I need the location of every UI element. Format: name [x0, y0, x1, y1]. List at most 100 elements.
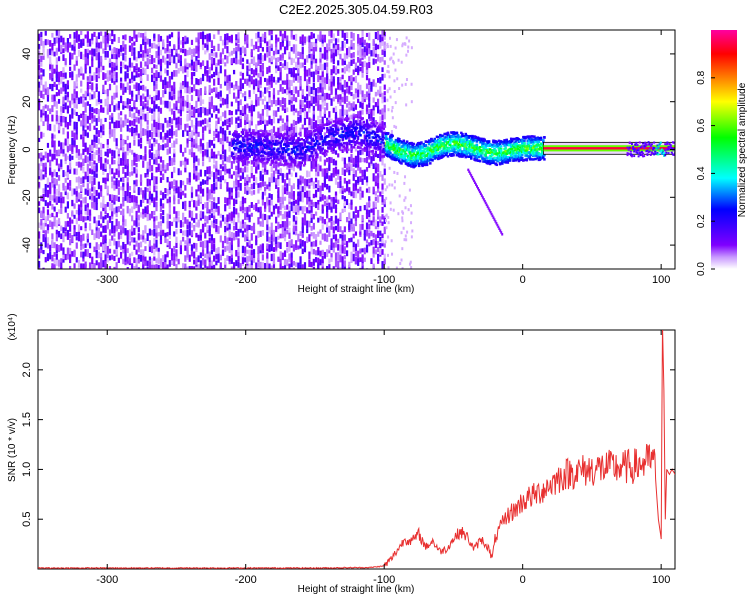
heatmap-cell — [42, 93, 45, 100]
heatmap-cell — [53, 252, 56, 257]
heatmap-cell — [299, 238, 302, 244]
heatmap-cell — [379, 41, 382, 49]
heatmap-cell — [199, 186, 202, 194]
heatmap-cell — [228, 168, 231, 174]
heatmap-cell — [323, 112, 327, 118]
heatmap-cell — [257, 31, 260, 38]
heatmap-cell — [301, 206, 304, 215]
heatmap-cell — [53, 169, 56, 177]
heatmap-cell — [297, 178, 300, 187]
heatmap-cell — [319, 124, 322, 127]
heatmap-cell — [131, 107, 134, 112]
heatmap-cell — [239, 134, 243, 138]
heatmap-cell — [390, 56, 393, 60]
heatmap-cell — [230, 50, 233, 56]
heatmap-cell — [113, 225, 116, 234]
heatmap-cell — [199, 195, 202, 203]
heatmap-cell — [168, 183, 171, 191]
heatmap-cell — [122, 146, 125, 152]
heatmap-cell — [350, 153, 353, 160]
heatmap-cell — [379, 191, 382, 197]
heatmap-cell — [206, 193, 209, 201]
heatmap-cell — [142, 39, 145, 46]
heatmap-cell — [40, 74, 43, 80]
heatmap-cell — [381, 67, 384, 73]
heatmap-cell — [270, 56, 273, 63]
heatmap-cell — [381, 183, 384, 190]
heatmap-cell — [263, 104, 267, 110]
heatmap-cell — [410, 211, 413, 215]
heatmap-cell — [283, 250, 287, 257]
heatmap-cell — [57, 41, 61, 49]
heatmap-cell — [330, 30, 333, 38]
heatmap-cell — [328, 84, 331, 91]
heatmap-cell — [352, 58, 355, 64]
heatmap-cell — [184, 35, 187, 42]
heatmap-cell — [361, 48, 364, 56]
heatmap-cell — [266, 46, 269, 53]
heatmap-cell — [357, 155, 360, 163]
heatmap-cell — [316, 155, 319, 159]
heatmap-cell — [95, 127, 98, 135]
heatmap-cell — [86, 147, 89, 155]
heatmap-cell — [299, 206, 302, 211]
heatmap-cell — [150, 97, 154, 105]
heatmap-cell — [370, 208, 373, 213]
heatmap-cell — [354, 184, 358, 191]
heatmap-cell — [261, 254, 264, 261]
heatmap-cell — [84, 56, 87, 64]
heatmap-cell — [69, 57, 72, 66]
heatmap-cell — [179, 40, 183, 45]
heatmap-cell — [213, 182, 216, 191]
heatmap-cell — [210, 171, 214, 177]
heatmap-cell — [297, 165, 300, 168]
heatmap-cell — [361, 169, 364, 177]
heatmap-cell — [124, 163, 127, 169]
heatmap-cell — [155, 76, 158, 81]
heatmap-cell — [91, 107, 94, 113]
heatmap-cell — [259, 221, 262, 227]
heatmap-cell — [300, 142, 304, 146]
heatmap-cell — [352, 223, 355, 232]
heatmap-cell — [354, 243, 358, 251]
heatmap-cell — [95, 36, 98, 43]
heatmap-cell — [217, 247, 220, 254]
heatmap-cell — [340, 133, 343, 137]
heatmap-cell — [282, 159, 286, 163]
heatmap-cell — [361, 90, 364, 97]
heatmap-cell — [241, 230, 245, 238]
heatmap-cell — [365, 66, 369, 74]
heatmap-cell — [144, 103, 147, 109]
heatmap-cell — [240, 130, 244, 134]
heatmap-cell — [244, 91, 247, 96]
heatmap-cell — [148, 138, 151, 146]
heatmap-cell — [334, 234, 338, 241]
heatmap-cell — [368, 112, 371, 119]
heatmap-cell — [341, 230, 344, 235]
heatmap-cell — [179, 48, 183, 53]
heatmap-cell — [190, 230, 194, 236]
heatmap-cell — [144, 61, 147, 67]
heatmap-cell — [312, 96, 315, 104]
heatmap-cell — [308, 53, 311, 59]
heatmap-cell — [182, 230, 185, 236]
heatmap-cell — [241, 63, 245, 69]
heatmap-cell — [124, 172, 127, 178]
heatmap-cell — [228, 230, 231, 238]
heatmap-cell — [46, 49, 50, 57]
heatmap-cell — [281, 265, 284, 269]
heatmap-cell — [184, 58, 187, 65]
heatmap-cell — [184, 80, 187, 88]
heatmap-cell — [309, 129, 312, 133]
heatmap-cell — [84, 95, 87, 101]
heatmap-cell — [372, 186, 375, 193]
heatmap-cell — [260, 142, 264, 146]
heatmap-cell — [168, 207, 171, 214]
heatmap-cell — [153, 185, 156, 193]
heatmap-cell — [148, 149, 151, 155]
heatmap-cell — [206, 119, 209, 128]
heatmap-cell — [317, 180, 320, 188]
heatmap-cell — [190, 210, 194, 218]
heatmap-cell — [303, 191, 307, 198]
heatmap-cell — [199, 149, 202, 154]
